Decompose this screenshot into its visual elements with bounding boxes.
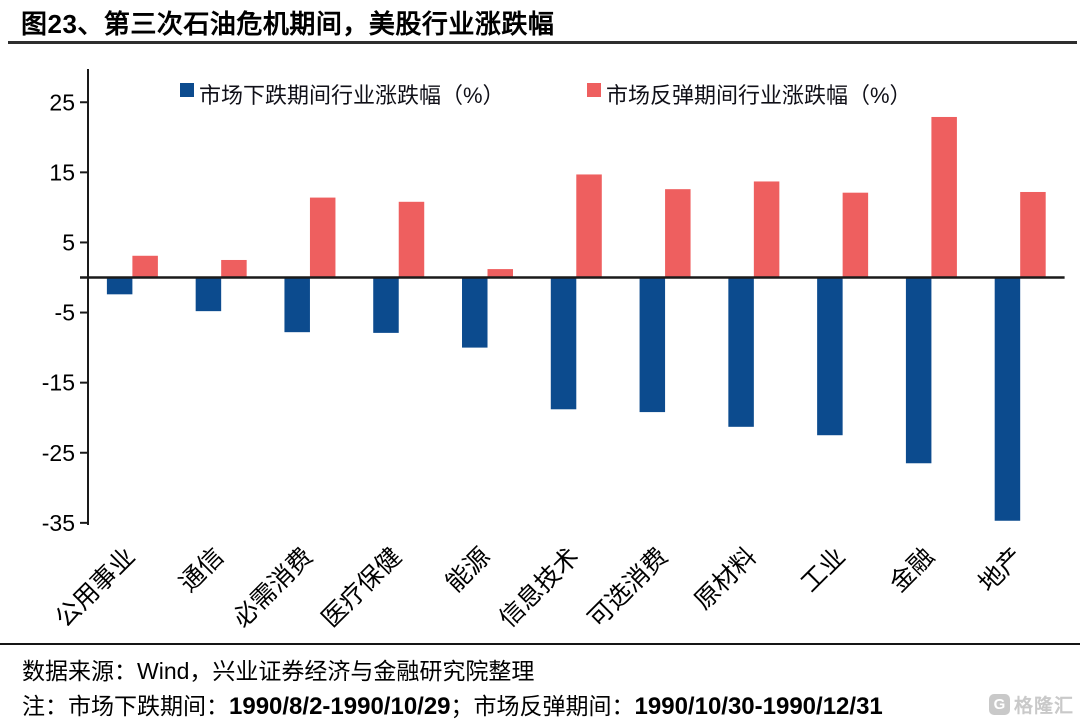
data-source-note: 数据来源：Wind，兴业证券经济与金融研究院整理 — [22, 658, 535, 684]
decline-bar — [284, 277, 310, 333]
y-axis-tick-label: -25 — [42, 440, 75, 466]
footer-divider — [0, 643, 1080, 645]
x-axis-category-label: 能源 — [441, 542, 496, 597]
decline-period-dates: 1990/8/2-1990/10/29 — [229, 693, 451, 720]
decline-legend-swatch — [180, 83, 194, 97]
rebound-legend-swatch — [587, 83, 601, 97]
decline-legend-label: 市场下跌期间行业涨跌幅（%） — [199, 83, 505, 108]
x-axis-category-label: 工业 — [796, 542, 851, 597]
x-axis-category-label: 公用事业 — [50, 542, 141, 633]
legend-item-decline: 市场下跌期间行业涨跌幅（%） — [180, 78, 505, 110]
x-axis-category-label: 地产 — [973, 542, 1028, 597]
x-axis-category-label: 金融 — [884, 542, 939, 597]
period-note: 注：市场下跌期间：1990/8/2-1990/10/29；市场反弹期间：1990… — [22, 687, 883, 721]
x-axis-category-label: 必需消费 — [228, 542, 319, 633]
rebound-bar — [309, 197, 336, 278]
decline-bar — [728, 277, 754, 427]
gelonghui-watermark: G 格隆汇 — [988, 691, 1074, 718]
rebound-bar — [221, 259, 247, 278]
decline-bar — [994, 277, 1021, 521]
gelonghui-logo-icon: G — [988, 694, 1010, 715]
y-axis-tick-label: -5 — [55, 300, 75, 326]
decline-bar — [195, 277, 222, 312]
x-axis-category-label: 原材料 — [689, 542, 762, 615]
rebound-bar — [842, 192, 869, 278]
gelonghui-logo-text: 格隆汇 — [1013, 696, 1074, 717]
decline-bar — [106, 277, 133, 295]
y-axis-tick-label: 5 — [62, 229, 75, 255]
rebound-bar — [132, 255, 158, 278]
decline-bar — [462, 277, 488, 348]
y-axis-tick-label: -15 — [42, 370, 75, 396]
legend-item-rebound: 市场反弹期间行业涨跌幅（%） — [587, 78, 912, 110]
x-axis-category-label: 信息技术 — [494, 542, 585, 633]
decline-bar — [639, 277, 666, 413]
chart-title: 图23、第三次石油危机期间，美股行业涨跌幅 — [21, 9, 555, 39]
rebound-bar — [665, 189, 691, 278]
rebound-bar — [398, 201, 425, 278]
rebound-bar — [1020, 191, 1046, 278]
decline-bar — [817, 277, 843, 436]
y-axis-tick-label: -35 — [42, 510, 75, 536]
x-axis-category-label: 医疗保健 — [316, 542, 407, 633]
rebound-period-dates: 1990/10/30-1990/12/31 — [634, 693, 883, 720]
decline-bar — [905, 277, 932, 464]
x-axis-category-label: 通信 — [174, 542, 229, 597]
rebound-bar — [753, 181, 780, 278]
y-axis-tick-label: 15 — [49, 159, 75, 185]
note-prefix: 注：市场下跌期间： — [22, 693, 229, 719]
decline-bar — [373, 277, 399, 333]
note-separator: ；市场反弹期间： — [450, 693, 635, 719]
title-divider — [8, 41, 1077, 44]
rebound-bar — [487, 269, 514, 278]
rebound-bar — [931, 116, 957, 278]
rebound-bar — [576, 174, 602, 278]
decline-bar — [550, 277, 577, 410]
x-axis-category-label: 可选消费 — [583, 542, 674, 633]
rebound-legend-label: 市场反弹期间行业涨跌幅（%） — [606, 83, 912, 108]
y-axis-tick-label: 25 — [49, 89, 75, 115]
